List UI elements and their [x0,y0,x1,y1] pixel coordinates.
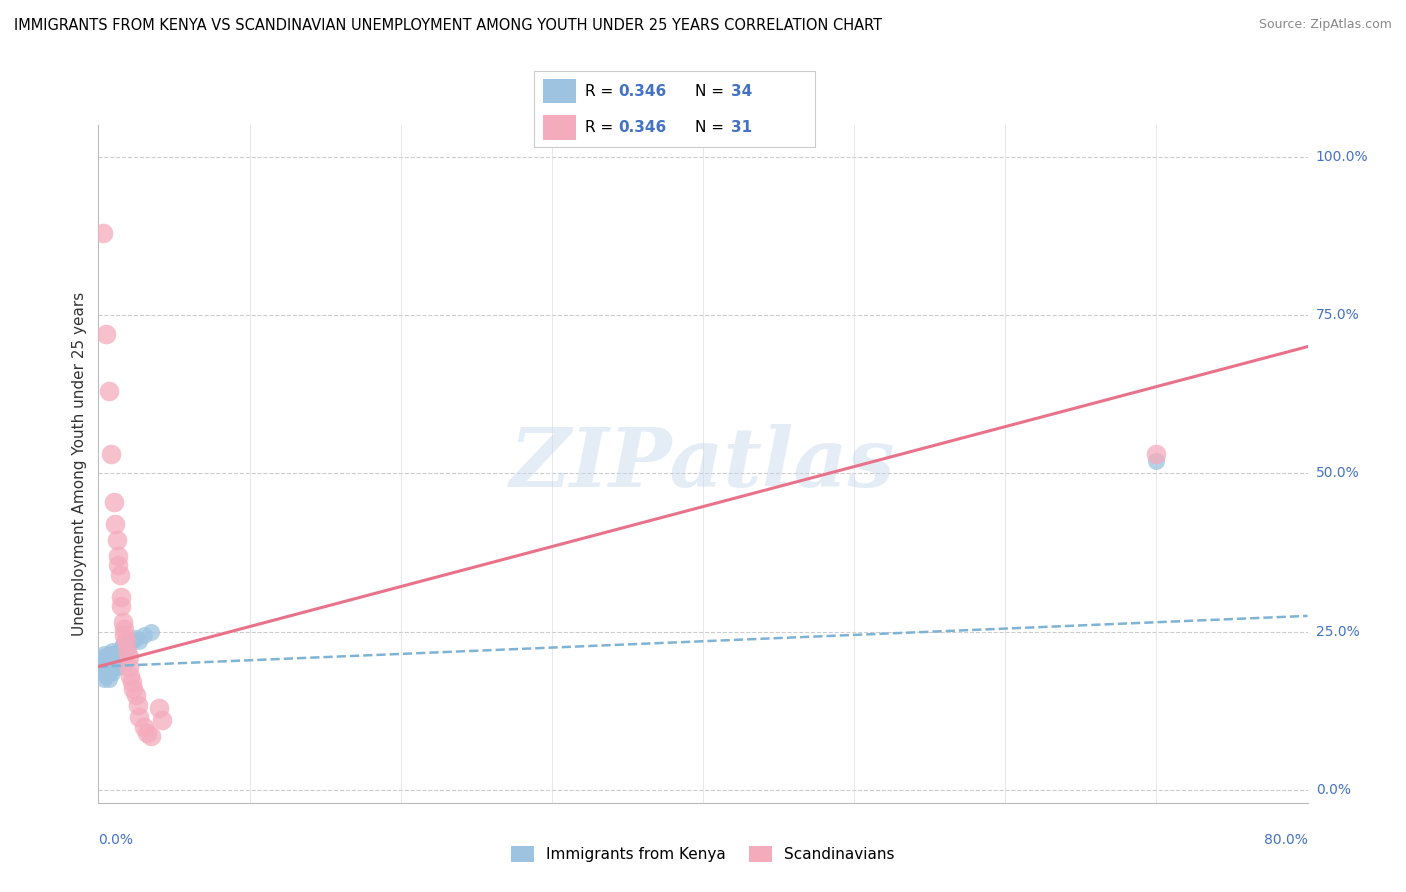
Point [110,599,132,614]
Point [100,663,122,677]
Point [91,659,114,673]
Point [94,669,117,683]
Text: 0.346: 0.346 [619,120,666,135]
Point [112,622,135,636]
Point [104,516,127,531]
Point [128,634,150,648]
Point [105,533,128,547]
Point [135,726,157,740]
Point [98,657,121,671]
Point [100,653,122,667]
Point [121,675,143,690]
Text: IMMIGRANTS FROM KENYA VS SCANDINAVIAN UNEMPLOYMENT AMONG YOUTH UNDER 25 YEARS CO: IMMIGRANTS FROM KENYA VS SCANDINAVIAN UN… [14,18,882,33]
Point [128,710,150,724]
Point [98,647,121,661]
Text: R =: R = [585,84,619,99]
Point [118,650,141,665]
Text: 80.0%: 80.0% [1264,833,1308,847]
Point [96,650,118,665]
Point [125,688,148,702]
Point [118,637,141,651]
Point [141,729,163,743]
Point [121,634,143,648]
Text: R =: R = [585,120,619,135]
Point [103,495,125,509]
Y-axis label: Unemployment Among Youth under 25 years: Unemployment Among Youth under 25 years [72,292,87,636]
Point [132,628,155,642]
Point [98,384,121,398]
Point [107,549,129,563]
Text: 0.0%: 0.0% [1316,783,1351,797]
Point [127,698,149,712]
Text: Source: ZipAtlas.com: Source: ZipAtlas.com [1258,18,1392,31]
Point [100,447,122,461]
Point [112,628,135,642]
Point [96,665,118,680]
Point [118,659,141,673]
Point [94,653,117,667]
Point [94,663,117,677]
Point [101,644,124,658]
Bar [543,79,576,103]
Point [104,647,127,661]
Point [101,665,124,680]
Point [120,669,142,683]
Point [96,659,118,673]
Point [91,665,114,680]
Point [122,681,145,696]
Point [91,650,114,665]
Point [93,647,115,661]
Point [93,657,115,671]
Point [108,567,131,582]
Point [1144,453,1167,467]
Point [148,700,170,714]
Text: 0.346: 0.346 [619,84,666,99]
Point [141,624,163,639]
Point [132,720,155,734]
Bar [543,115,576,140]
Text: 31: 31 [731,120,752,135]
Point [105,659,128,673]
Point [103,657,125,671]
Point [114,644,136,658]
Point [103,650,125,665]
Point [94,326,117,341]
Legend: Immigrants from Kenya, Scandinavians: Immigrants from Kenya, Scandinavians [503,838,903,870]
Text: 50.0%: 50.0% [1316,467,1360,481]
Text: 100.0%: 100.0% [1316,150,1368,163]
Text: 25.0%: 25.0% [1316,624,1360,639]
Text: 75.0%: 75.0% [1316,308,1360,322]
Point [114,634,136,648]
Point [107,558,129,573]
Point [110,590,132,604]
Text: N =: N = [695,120,728,135]
Point [91,226,114,240]
Point [107,644,129,658]
Point [125,631,148,645]
Point [110,640,132,655]
Point [115,644,138,658]
Text: 0.0%: 0.0% [98,833,134,847]
Point [150,714,173,728]
Point [111,615,134,630]
Text: 34: 34 [731,84,752,99]
Point [93,672,115,686]
Text: N =: N = [695,84,728,99]
Point [98,672,121,686]
Point [1144,447,1167,461]
Point [111,637,134,651]
Text: ZIPatlas: ZIPatlas [510,424,896,504]
